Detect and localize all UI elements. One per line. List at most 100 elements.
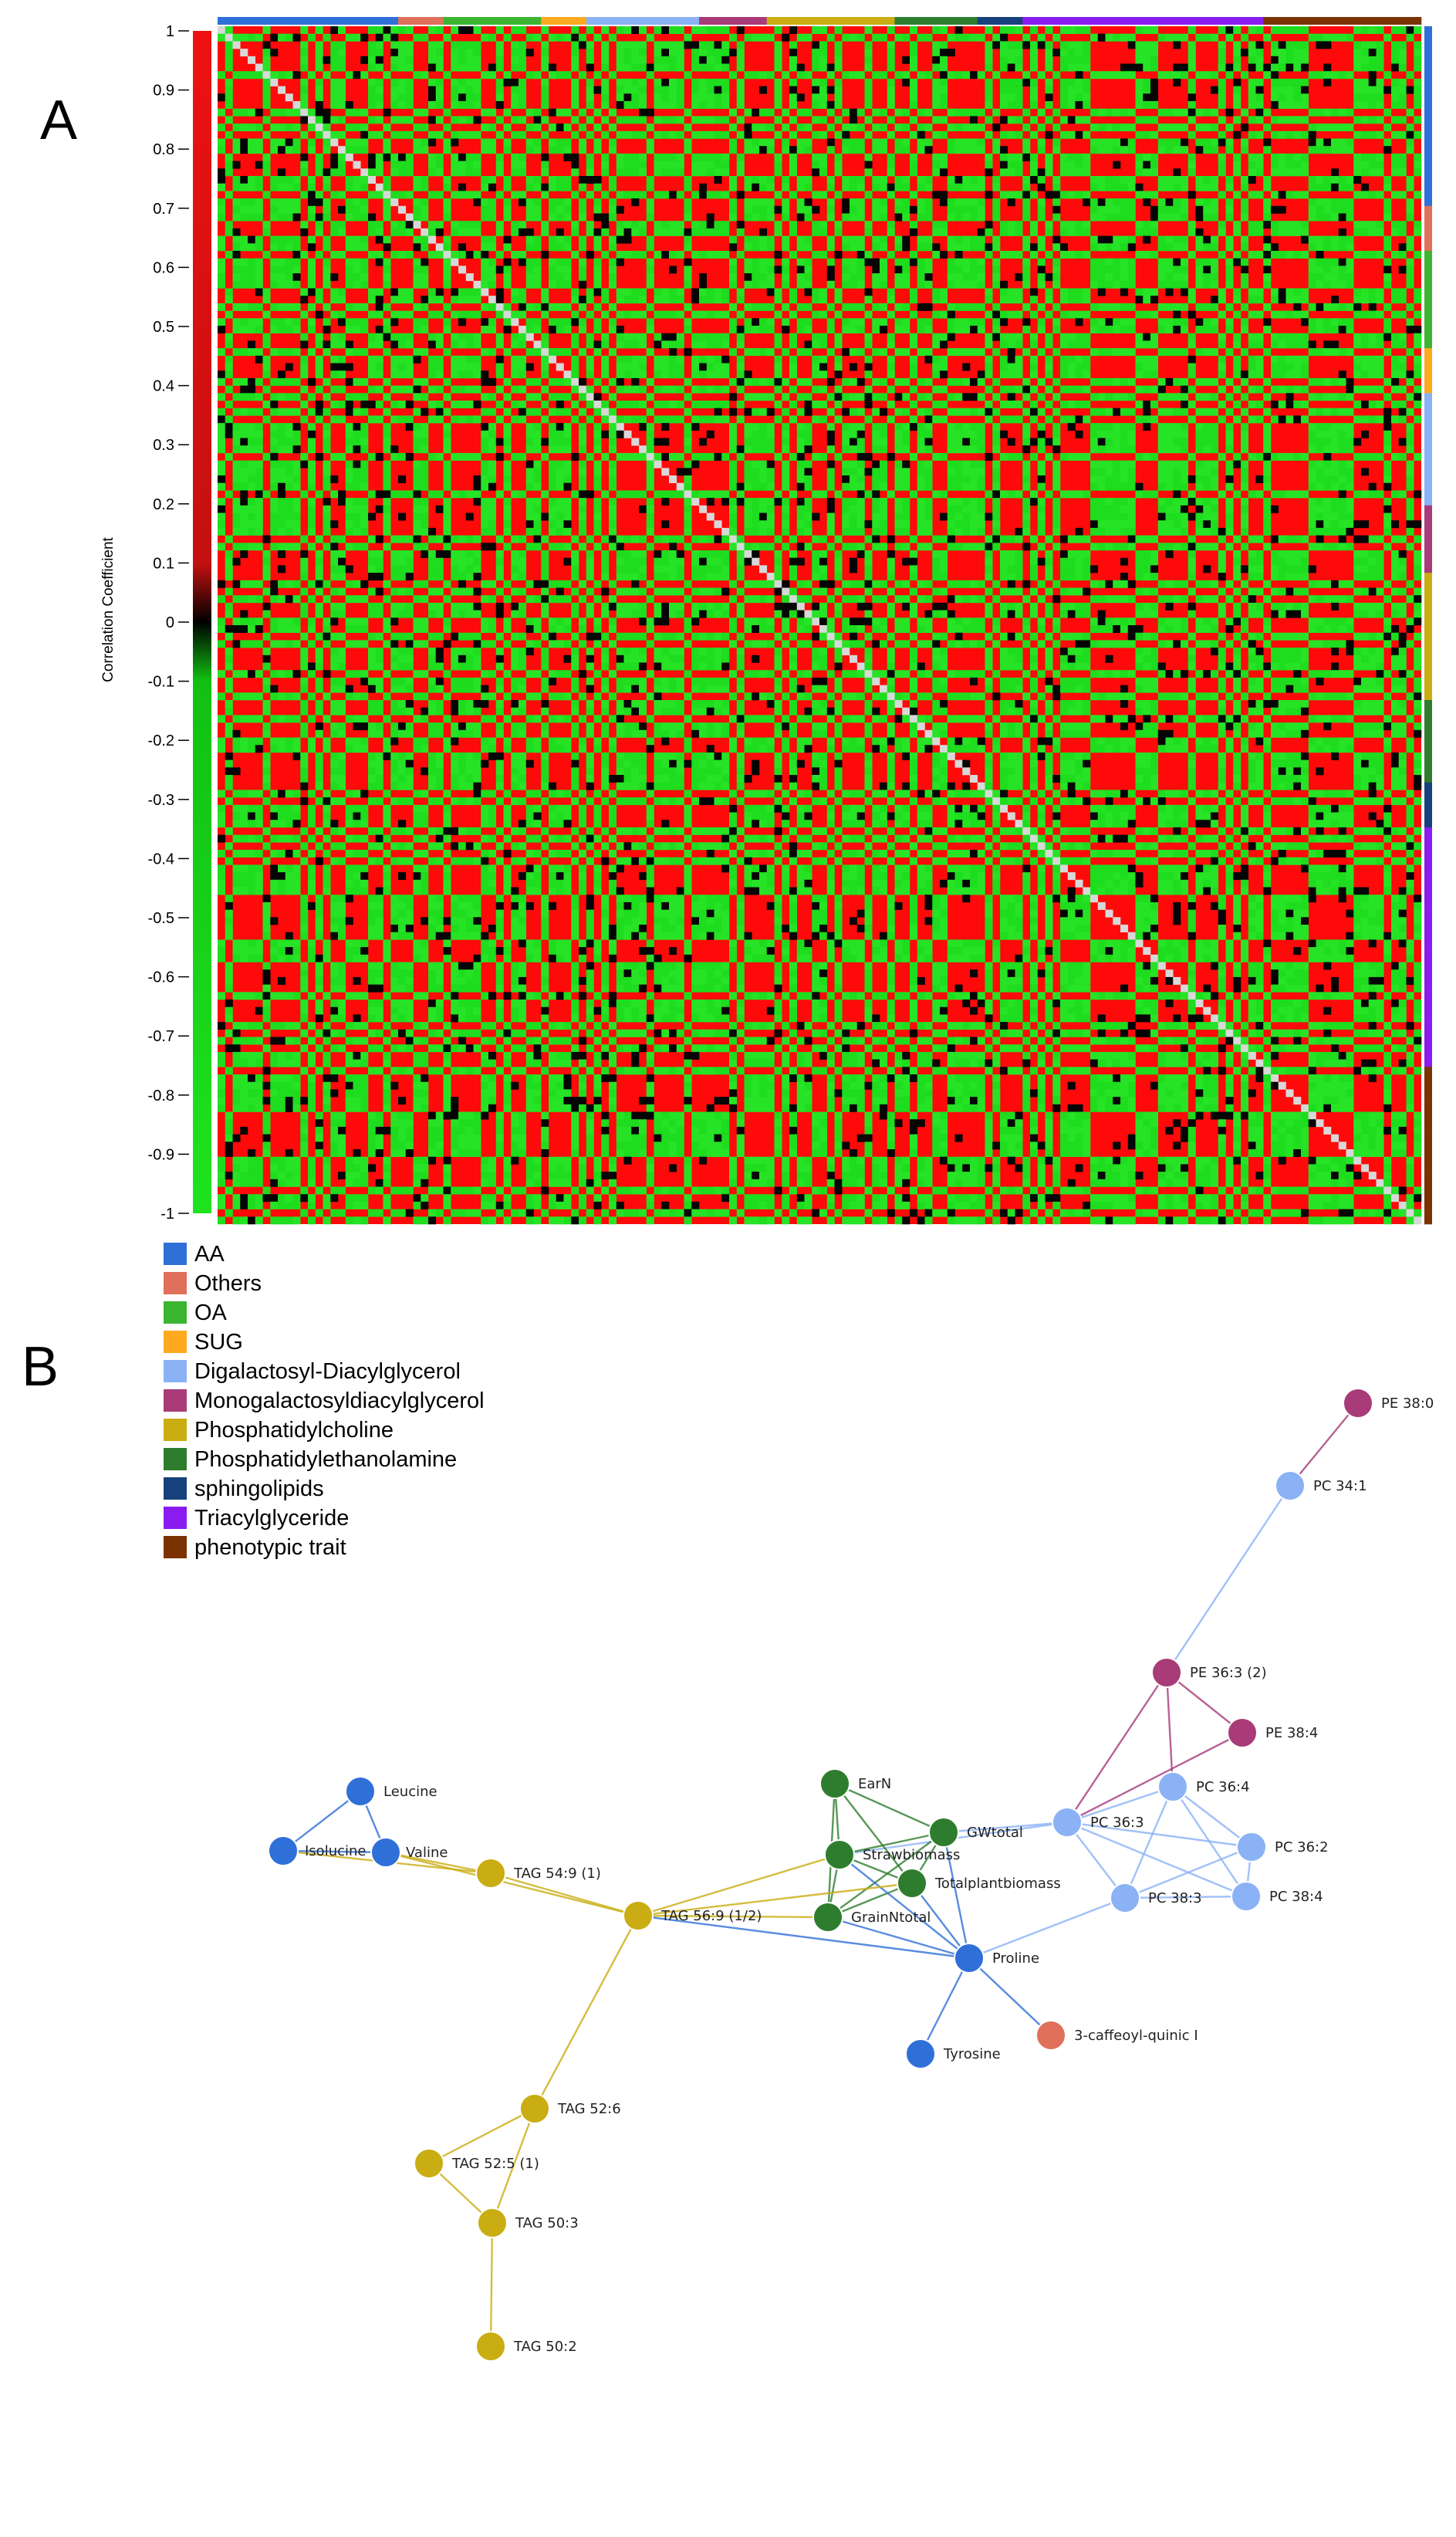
heatmap-cell: [1225, 393, 1234, 401]
heatmap-cell: [488, 235, 497, 244]
heatmap-cell: [721, 49, 730, 57]
heatmap-cell: [1323, 71, 1332, 79]
heatmap-cell: [1052, 348, 1061, 357]
heatmap-cell: [1150, 153, 1159, 161]
heatmap-cell: [729, 213, 738, 222]
heatmap-cell: [774, 63, 782, 72]
heatmap-cell: [782, 33, 790, 42]
heatmap-cell: [1187, 310, 1196, 319]
class-strip-cell: [1424, 1074, 1432, 1082]
heatmap-cell: [826, 71, 835, 79]
heatmap-cell: [225, 296, 233, 304]
heatmap-cell: [1316, 318, 1324, 326]
heatmap-cell: [390, 318, 399, 326]
heatmap-cell: [1000, 63, 1008, 72]
heatmap-cell: [917, 176, 925, 184]
heatmap-cell: [1150, 333, 1159, 341]
heatmap-cell: [947, 310, 955, 319]
heatmap-cell: [729, 71, 738, 79]
heatmap-cell: [872, 303, 880, 311]
heatmap-cell: [278, 408, 286, 416]
heatmap-cell: [947, 235, 955, 244]
heatmap-cell: [390, 370, 399, 379]
heatmap-cell: [902, 205, 910, 214]
heatmap-cell: [932, 49, 941, 57]
heatmap-cell: [1083, 93, 1091, 102]
heatmap-cell: [1083, 116, 1091, 124]
heatmap-cell: [428, 363, 437, 371]
heatmap-cell: [1338, 258, 1346, 266]
heatmap-cell: [278, 183, 286, 191]
heatmap-cell: [1000, 49, 1008, 57]
heatmap-cell: [1255, 370, 1264, 379]
heatmap-cell: [1060, 370, 1069, 379]
heatmap-cell: [225, 363, 233, 371]
class-strip-cell: [1424, 423, 1432, 431]
heatmap-cell: [1195, 228, 1204, 236]
heatmap-cell: [1187, 63, 1196, 72]
heatmap-cell: [1406, 108, 1414, 117]
heatmap-cell: [819, 221, 828, 229]
heatmap-cell: [218, 408, 226, 416]
heatmap-cell: [819, 63, 828, 72]
heatmap-cell: [962, 205, 971, 214]
heatmap-cell: [842, 235, 850, 244]
heatmap-cell: [1278, 228, 1286, 236]
heatmap-cell: [240, 205, 248, 214]
heatmap-cell: [940, 370, 948, 379]
heatmap-cell: [729, 235, 738, 244]
class-strip-cell: [1424, 1059, 1432, 1067]
heatmap-cell: [458, 363, 467, 371]
heatmap-cell: [1045, 288, 1053, 296]
heatmap-cell: [1233, 251, 1241, 259]
heatmap-cell: [511, 228, 519, 236]
heatmap-cell: [812, 363, 820, 371]
heatmap-cell: [1083, 415, 1091, 424]
heatmap-cell: [654, 221, 662, 229]
heatmap-cell: [1165, 71, 1174, 79]
heatmap-cell: [736, 221, 745, 229]
heatmap-cell: [752, 213, 760, 222]
heatmap-cell: [390, 116, 399, 124]
heatmap-cell: [1075, 161, 1083, 169]
heatmap-cell: [285, 138, 293, 147]
heatmap-cell: [549, 235, 557, 244]
heatmap-cell: [533, 235, 542, 244]
heatmap-cell: [549, 205, 557, 214]
heatmap-cell: [954, 377, 963, 386]
heatmap-cell: [684, 326, 692, 333]
heatmap-cell: [616, 86, 624, 94]
heatmap-cell: [706, 49, 714, 57]
class-strip-cell: [1218, 17, 1226, 25]
heatmap-cell: [1135, 93, 1144, 102]
heatmap-cell: [940, 221, 948, 229]
heatmap-cell: [330, 251, 339, 259]
heatmap-cell: [1271, 340, 1279, 349]
heatmap-cell: [1173, 108, 1181, 117]
heatmap-cell: [962, 377, 971, 386]
heatmap-cell: [1052, 280, 1061, 289]
heatmap-cell: [563, 243, 572, 252]
heatmap-cell: [1406, 86, 1414, 94]
heatmap-cell: [796, 213, 805, 222]
heatmap-cell: [1353, 296, 1362, 304]
heatmap-cell: [616, 258, 624, 266]
heatmap-cell: [1045, 221, 1053, 229]
class-strip-cell: [1391, 17, 1400, 25]
heatmap-cell: [1278, 130, 1286, 139]
heatmap-cell: [323, 377, 331, 386]
heatmap-cell: [1090, 176, 1099, 184]
heatmap-cell: [1007, 153, 1015, 161]
heatmap-cell: [774, 296, 782, 304]
heatmap-cell: [699, 385, 708, 394]
heatmap-cell: [1000, 370, 1008, 379]
heatmap-cell: [270, 108, 279, 117]
heatmap-cell: [511, 153, 519, 161]
heatmap-cell: [631, 401, 640, 408]
heatmap-cell: [796, 280, 805, 289]
heatmap-cell: [804, 183, 812, 191]
heatmap-cell: [639, 161, 647, 169]
heatmap-cell: [1361, 183, 1370, 191]
heatmap-cell: [856, 146, 865, 154]
heatmap-cell: [902, 198, 910, 207]
